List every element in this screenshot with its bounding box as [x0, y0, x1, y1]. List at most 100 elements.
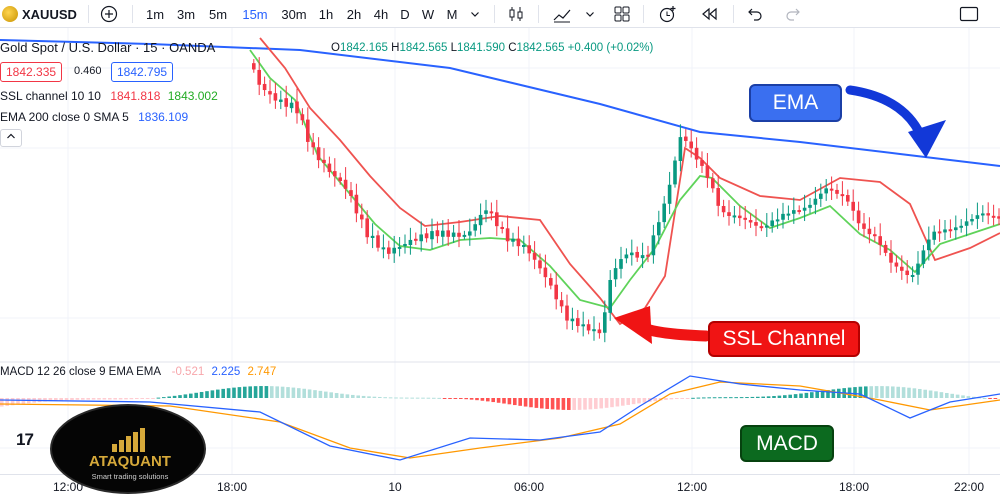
macd-histogram-bar [442, 398, 447, 399]
time-label: 10 [388, 480, 402, 494]
candle [306, 119, 310, 142]
candle [819, 193, 823, 199]
macd-histogram-bar [685, 398, 690, 399]
candle [651, 235, 656, 256]
macd-histogram-bar [280, 386, 285, 398]
macd-histogram-bar [194, 392, 198, 398]
interval-15m[interactable]: 15m [242, 6, 268, 22]
symbol-search-button[interactable]: XAUUSD [22, 6, 77, 22]
macd-histogram-bar [10, 398, 15, 406]
candle [543, 267, 548, 278]
interval-m[interactable]: M [446, 6, 458, 22]
macd-histogram-bar [621, 398, 625, 406]
macd-histogram-bar [75, 398, 80, 400]
macd-histogram-bar [610, 398, 614, 408]
interval-1m[interactable]: 1m [145, 6, 165, 22]
macd-histogram-bar [16, 398, 20, 405]
undo-icon[interactable] [743, 0, 767, 28]
candle [430, 231, 434, 240]
candle [451, 232, 456, 237]
layout-grid-icon[interactable] [610, 0, 634, 28]
macd-histogram-bar [378, 396, 382, 398]
macd-histogram-bar [793, 394, 798, 398]
candle [424, 233, 429, 239]
candles-icon[interactable] [504, 0, 528, 28]
candle [711, 178, 715, 189]
interval-5m[interactable]: 5m [208, 6, 228, 22]
macd-histogram-bar [918, 388, 922, 398]
candle [883, 244, 888, 253]
candle [997, 216, 1000, 219]
macd-histogram-bar [275, 386, 279, 398]
macd-histogram-bar [820, 390, 825, 398]
candle [808, 204, 812, 208]
macd-histogram-bar [448, 398, 452, 399]
plus-circle-icon[interactable] [96, 0, 122, 28]
interval-3m[interactable]: 3m [176, 6, 196, 22]
candle [268, 91, 272, 95]
price-chart[interactable] [0, 28, 1000, 474]
interval-30m[interactable]: 30m [281, 6, 307, 22]
ssl-legend[interactable]: SSL channel 10 10 1841.818 1843.002 [0, 89, 218, 103]
macd-histogram-bar [475, 398, 479, 401]
macd-histogram-bar [858, 386, 863, 398]
alert-icon[interactable] [655, 0, 681, 28]
candle [511, 238, 515, 242]
indicators-icon[interactable] [549, 0, 575, 28]
macd-histogram-bar [432, 397, 436, 399]
candle [927, 239, 931, 251]
macd-histogram-bar [513, 398, 517, 406]
fullscreen-icon[interactable] [956, 0, 982, 28]
macd-histogram-bar [788, 394, 792, 398]
macd-histogram-bar [696, 397, 701, 399]
macd-histogram-bar [631, 398, 636, 405]
candle [862, 223, 866, 229]
macd-histogram-bar [702, 397, 706, 399]
macd-legend-label: MACD 12 26 close 9 EMA EMA [0, 366, 161, 378]
tradingview-logo[interactable]: 17 [16, 430, 34, 449]
interval-d[interactable]: D [400, 6, 410, 22]
macd-histogram-bar [205, 391, 209, 398]
candle [937, 231, 942, 234]
candle [635, 251, 639, 258]
candle [316, 147, 321, 161]
indicators-dropdown-icon[interactable] [582, 0, 598, 28]
spread-value: 0.460 [74, 65, 102, 77]
candle [252, 63, 256, 70]
toolbar-divider [88, 5, 89, 23]
candle [727, 212, 731, 216]
candle [797, 210, 801, 213]
close-value: 1842.565 [516, 42, 565, 54]
candle [532, 252, 537, 260]
redo-icon[interactable] [781, 0, 805, 28]
interval-1h[interactable]: 1h [318, 6, 334, 22]
ema-legend[interactable]: EMA 200 close 0 SMA 5 1836.109 [0, 110, 188, 124]
macd-legend[interactable]: MACD 12 26 close 9 EMA EMA -0.521 2.225 … [0, 366, 276, 378]
macd-histogram-bar [286, 387, 290, 398]
macd-histogram-bar [64, 398, 69, 401]
candle [441, 230, 445, 237]
candle [489, 211, 494, 214]
replay-icon[interactable] [696, 0, 722, 28]
macd-histogram-bar [329, 392, 333, 398]
ssl-legend-label: SSL channel 10 10 [0, 89, 101, 103]
interval-2h[interactable]: 2h [346, 6, 362, 22]
symbol-title[interactable]: Gold Spot / U.S. Dollar · 15 · OANDA [0, 40, 216, 55]
macd-histogram-bar [91, 398, 96, 400]
candle [603, 312, 607, 333]
collapse-legend-button[interactable] [0, 129, 22, 147]
macd-line-value: 2.225 [211, 366, 241, 378]
macd-histogram-bar [691, 397, 695, 399]
buy-price-button[interactable]: 1842.795 [111, 62, 174, 82]
macd-histogram-bar [599, 398, 603, 409]
candle [959, 225, 963, 228]
interval-4h[interactable]: 4h [373, 6, 389, 22]
interval-w[interactable]: W [421, 6, 435, 22]
interval-dropdown-icon[interactable] [466, 0, 484, 28]
low-label: L [450, 42, 458, 54]
candle [759, 226, 764, 229]
candle [554, 284, 558, 300]
candle [360, 214, 364, 220]
sell-price-button[interactable]: 1842.335 [0, 62, 63, 82]
candle [522, 244, 526, 247]
